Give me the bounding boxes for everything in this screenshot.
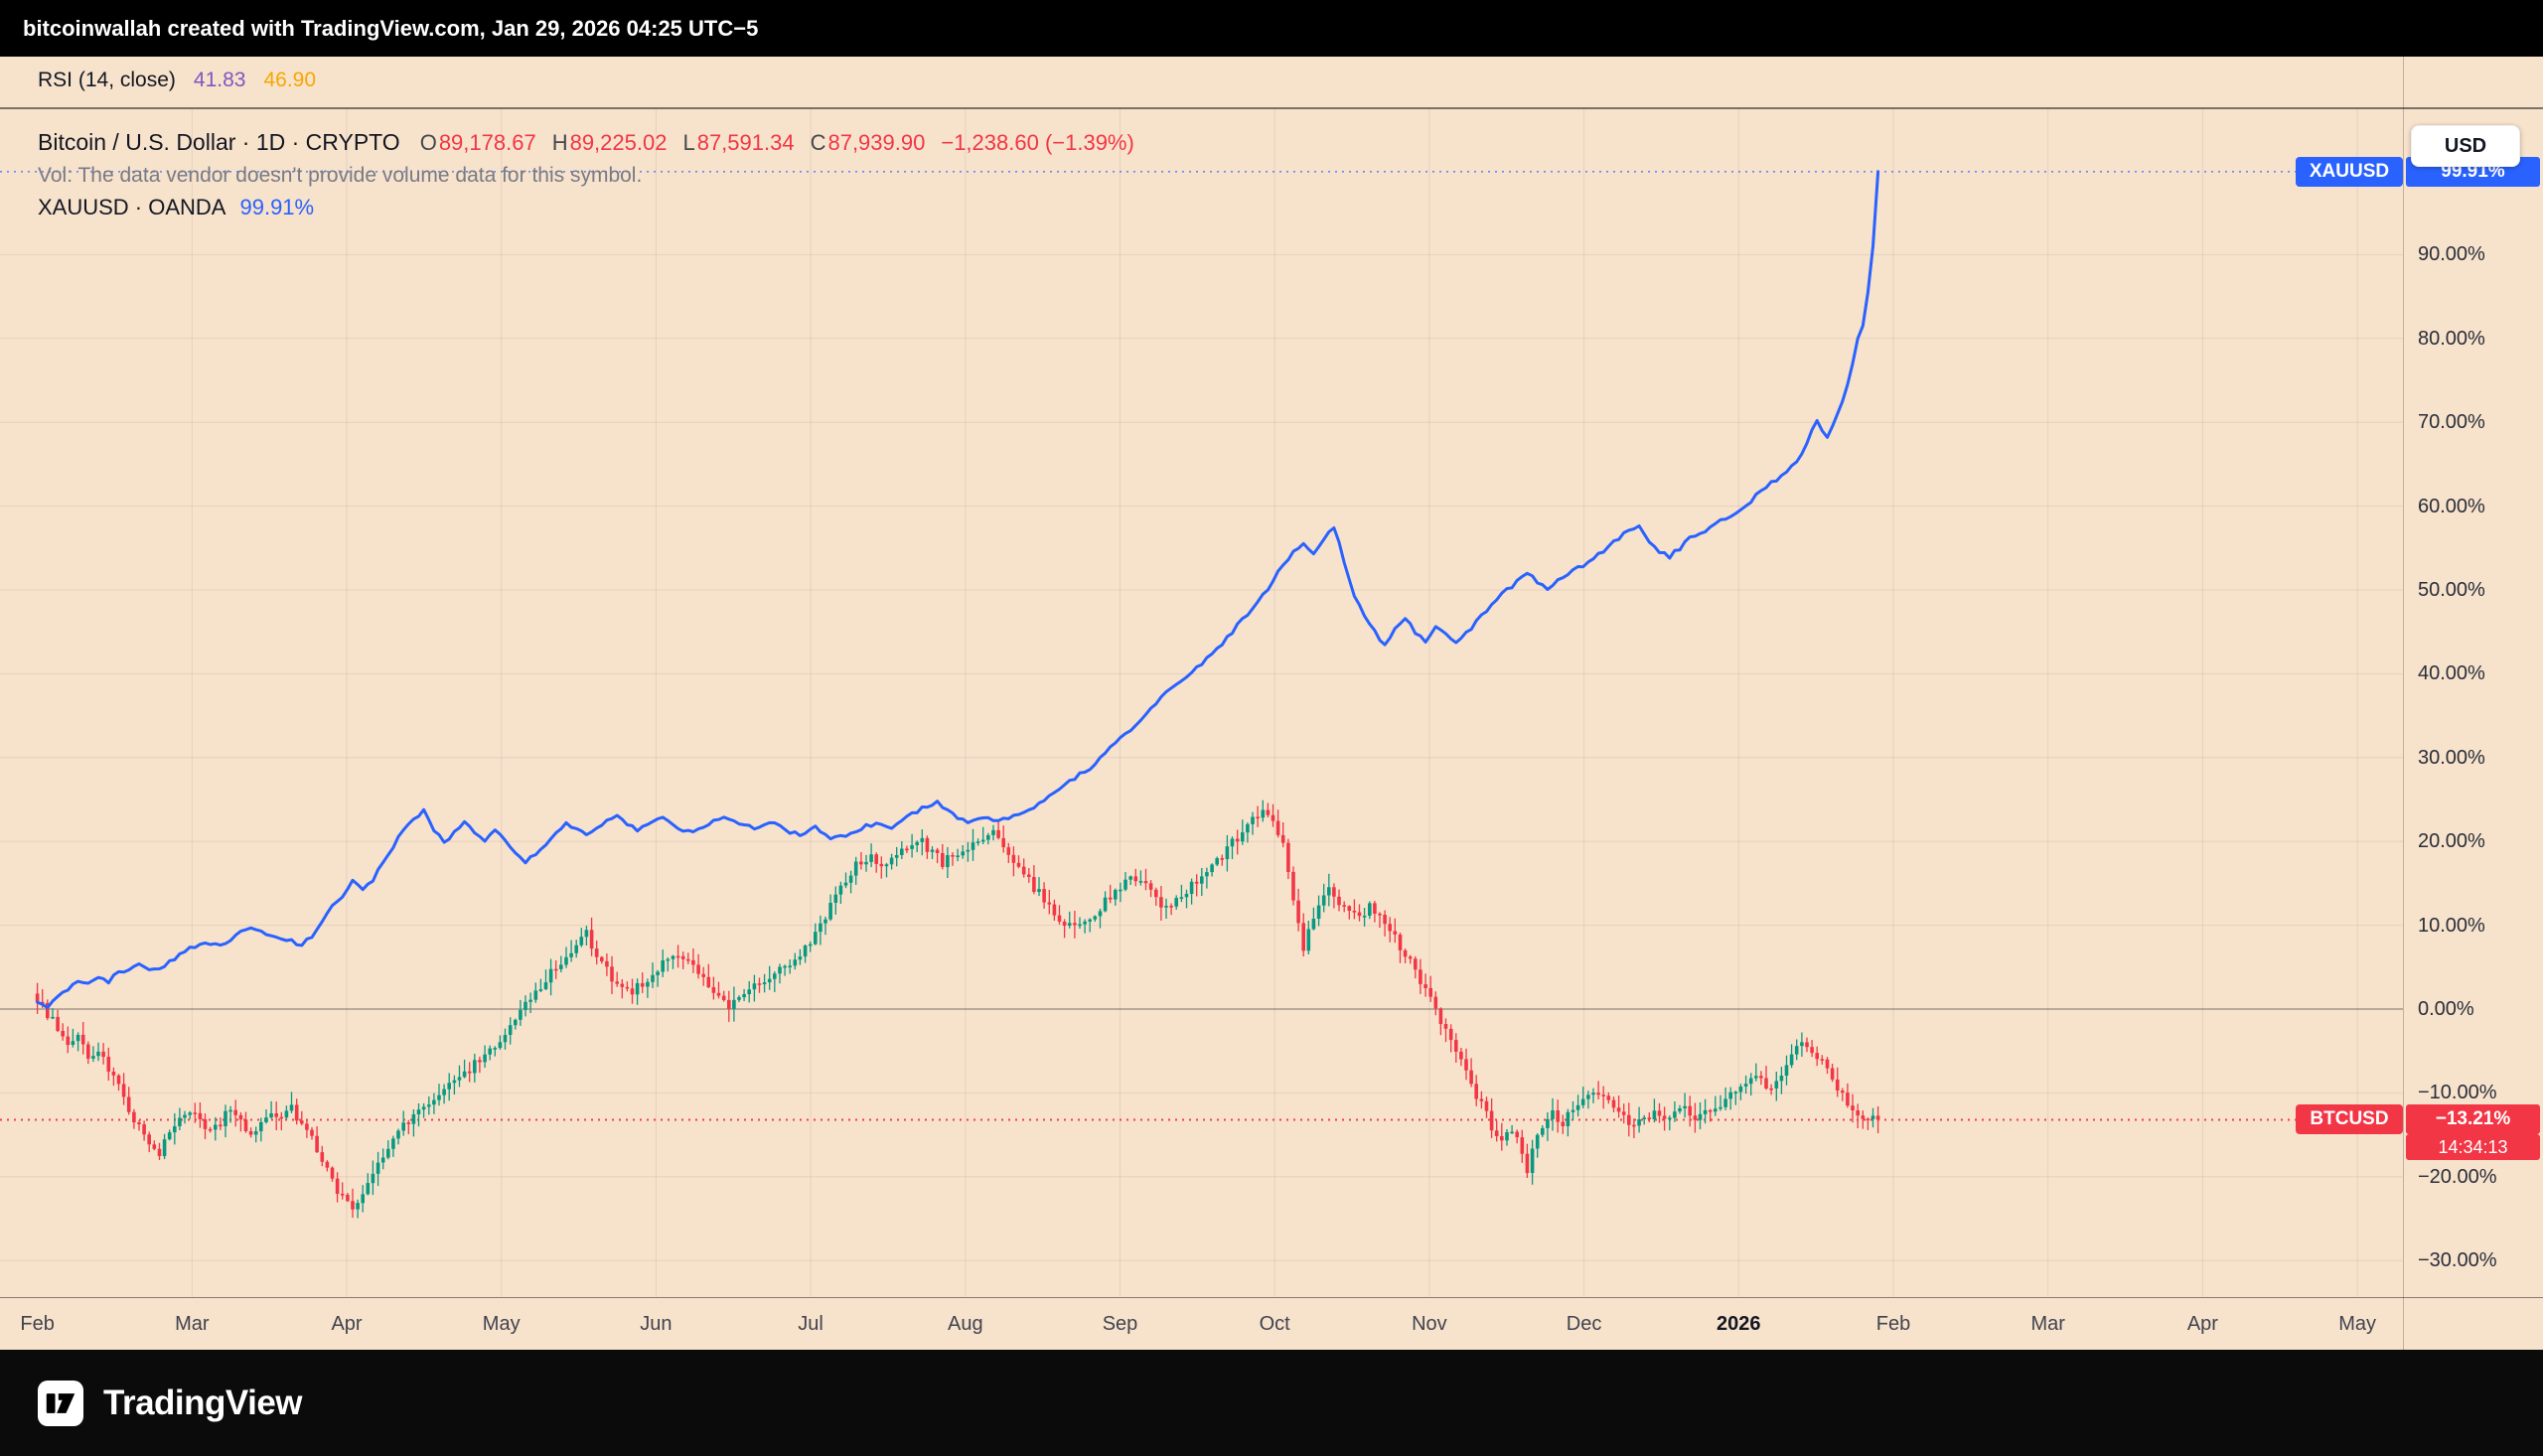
btcusd-series-badge[interactable]: BTCUSD <box>2296 1104 2403 1135</box>
price-axis-label: 40.00% <box>2418 662 2485 685</box>
topbar: bitcoinwallah created with TradingView.c… <box>0 0 2543 57</box>
xauusd-line-series[interactable] <box>36 170 1880 1010</box>
time-axis-label: Feb <box>1875 1312 1911 1335</box>
symbol-title[interactable]: Bitcoin / U.S. Dollar · 1D · CRYPTO <box>38 129 400 155</box>
rsi-params: (14, close) <box>77 68 176 91</box>
bar-countdown-label: 14:34:13 <box>2406 1134 2540 1161</box>
chart-canvas[interactable] <box>0 109 2403 1297</box>
rsi-value-1: 41.83 <box>193 68 246 91</box>
attribution-text: bitcoinwallah created with TradingView.c… <box>23 15 759 41</box>
price-axis-label: 30.00% <box>2418 746 2485 769</box>
compare-symbol[interactable]: XAUUSD · OANDA <box>38 195 226 219</box>
xauusd-series-badge[interactable]: XAUUSD <box>2296 156 2403 187</box>
time-axis-label: Feb <box>20 1312 55 1335</box>
time-axis-label: Nov <box>1412 1312 1447 1335</box>
branding-bar: TradingView <box>0 1350 2543 1456</box>
rsi-label[interactable]: RSI (14, close) <box>38 69 176 92</box>
price-axis-label: 70.00% <box>2418 411 2485 434</box>
chart-legend: Bitcoin / U.S. Dollar · 1D · CRYPTO O89,… <box>38 127 1134 222</box>
tradingview-logo-icon[interactable] <box>38 1380 83 1426</box>
tradingview-wordmark[interactable]: TradingView <box>103 1383 303 1422</box>
time-axis-label: 2026 <box>1717 1312 1761 1335</box>
axis-separator[interactable] <box>2403 57 2404 1350</box>
time-axis-label: Aug <box>948 1312 983 1335</box>
time-axis-label: Mar <box>175 1312 210 1335</box>
price-axis-label: 0.00% <box>2418 998 2474 1020</box>
price-axis-label: 60.00% <box>2418 495 2485 517</box>
price-axis-label: 80.00% <box>2418 327 2485 350</box>
price-axis-label: −10.00% <box>2418 1082 2497 1104</box>
time-axis[interactable]: Feb Mar Apr May Jun Jul Aug Sep Oct Nov Dec 2026 Feb… <box>0 1297 2543 1350</box>
chart-region[interactable]: Bitcoin / U.S. Dollar · 1D · CRYPTO O89,… <box>0 109 2403 1297</box>
time-axis-label: May <box>2338 1312 2376 1335</box>
volume-note: Vol: The data vendor doesn't provide vol… <box>38 164 643 187</box>
btcusd-price-label: −13.21% <box>2406 1104 2540 1135</box>
price-axis-label: 90.00% <box>2418 243 2485 266</box>
rsi-value-2: 46.90 <box>263 68 317 91</box>
btcusd-candles[interactable] <box>35 800 1880 1219</box>
time-axis-label: Oct <box>1259 1312 1290 1335</box>
time-axis-label: Apr <box>2186 1312 2218 1335</box>
rsi-pane[interactable]: RSI (14, close) 41.83 46.90 <box>0 57 2403 109</box>
price-axis-label: 10.00% <box>2418 914 2485 937</box>
open-value: O89,178.67 <box>419 130 536 155</box>
price-axis[interactable]: 99.91% −13.21% 14:34:13 90.00% 80.00% 70.0… <box>2404 109 2543 1297</box>
price-axis-label: −30.00% <box>2418 1249 2497 1272</box>
currency-toggle-button[interactable]: USD <box>2411 125 2520 167</box>
high-value: H89,225.02 <box>551 130 668 155</box>
close-value: C87,939.90 <box>810 130 926 155</box>
time-axis-label: Jul <box>798 1312 823 1335</box>
rsi-title: RSI <box>38 68 74 91</box>
time-axis-label: Sep <box>1102 1312 1138 1335</box>
price-axis-label: 20.00% <box>2418 830 2485 853</box>
time-axis-label: Jun <box>640 1312 673 1335</box>
price-axis-label: −20.00% <box>2418 1165 2497 1188</box>
time-axis-label: Dec <box>1566 1312 1602 1335</box>
time-axis-label: Mar <box>2030 1312 2065 1335</box>
time-axis-label: Apr <box>331 1312 363 1335</box>
low-value: L87,591.34 <box>682 130 795 155</box>
ohlc-values: O89,178.67 H89,225.02 L87,591.34 C87,939… <box>420 128 1134 158</box>
time-axis-label: May <box>482 1312 521 1335</box>
gridlines <box>0 109 2403 1297</box>
price-axis-label: 50.00% <box>2418 579 2485 601</box>
compare-change: 99.91% <box>239 195 315 219</box>
change-value: −1,238.60 (−1.39%) <box>941 130 1134 155</box>
pane-separator[interactable] <box>0 107 2543 109</box>
